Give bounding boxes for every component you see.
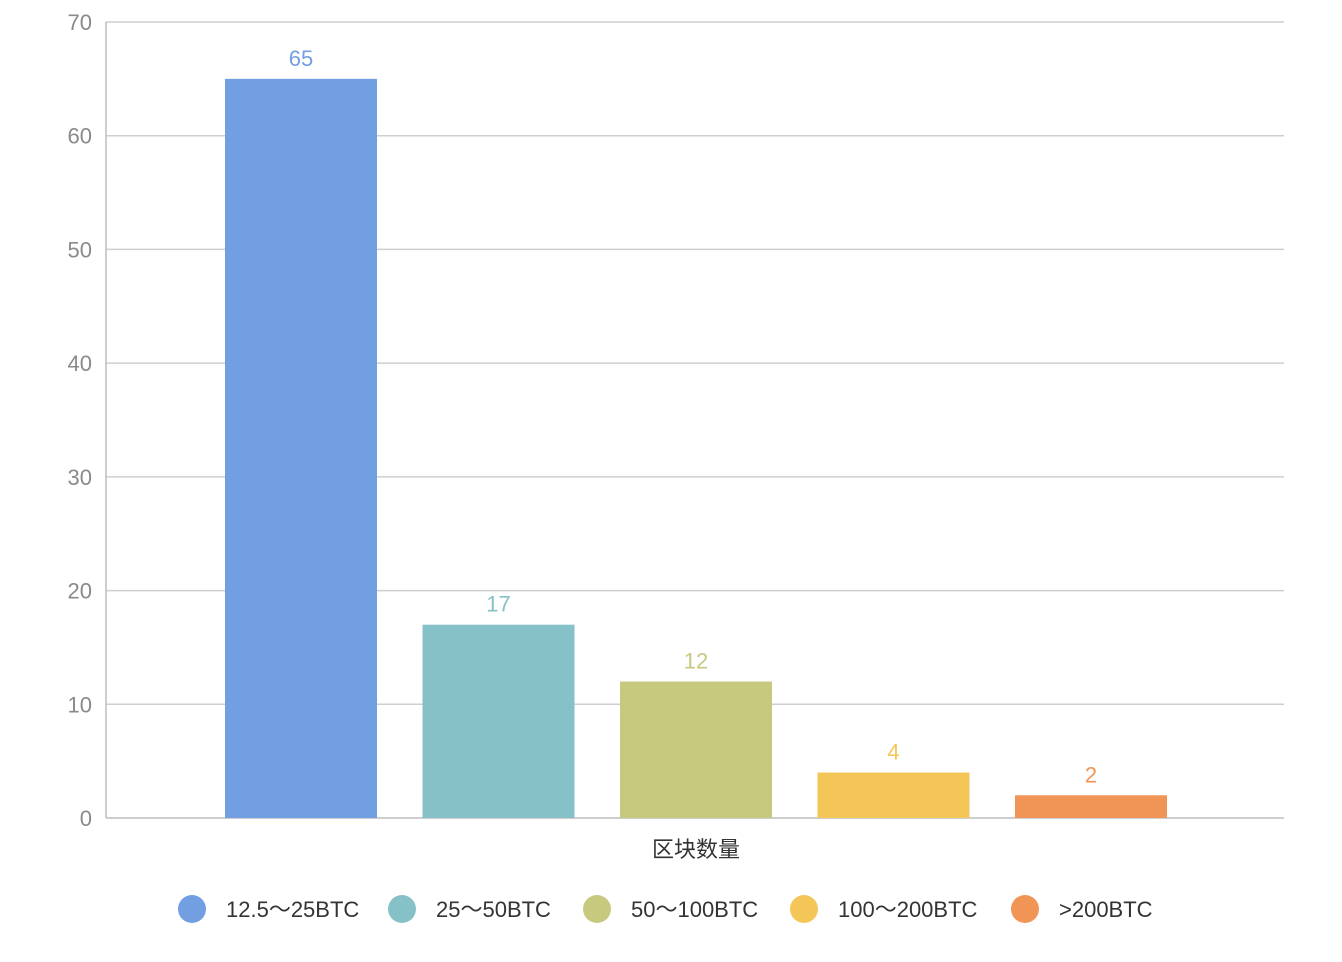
legend-swatch <box>583 895 611 923</box>
legend-swatch <box>790 895 818 923</box>
data-label-series-1: 65 <box>289 46 313 71</box>
bars <box>225 78 1167 819</box>
bar-series-4[interactable] <box>817 772 970 818</box>
y-tick-label: 30 <box>68 465 92 490</box>
y-tick-label: 50 <box>68 237 92 262</box>
y-tick-label: 10 <box>68 692 92 717</box>
data-labels: 65 17 12 4 2 <box>289 46 1097 787</box>
legend-swatch <box>178 895 206 923</box>
legend-item-1[interactable]: 12.5～25BTC <box>178 895 359 923</box>
legend-item-3[interactable]: 50～100BTC <box>583 895 758 923</box>
y-tick-label: 60 <box>68 124 92 149</box>
legend-item-5[interactable]: >200BTC <box>1011 895 1153 923</box>
x-category-label: 区块数量 <box>652 838 740 863</box>
legend-item-2[interactable]: 25～50BTC <box>388 895 551 923</box>
bar-series-1[interactable] <box>225 78 377 819</box>
y-axis-tick-labels: 0 10 20 30 40 50 60 70 <box>68 10 92 831</box>
legend-label: 50～100BTC <box>631 897 758 922</box>
y-tick-label: 20 <box>68 579 92 604</box>
y-tick-label: 70 <box>68 10 92 35</box>
legend-label: 12.5～25BTC <box>226 897 359 922</box>
legend-item-4[interactable]: 100～200BTC <box>790 895 978 923</box>
data-label-series-5: 2 <box>1085 762 1097 787</box>
bar-series-3[interactable] <box>620 681 772 818</box>
data-label-series-3: 12 <box>684 649 708 674</box>
bar-series-2[interactable] <box>422 624 575 818</box>
legend-swatch <box>1011 895 1039 923</box>
bar-series-5[interactable] <box>1015 795 1167 818</box>
data-label-series-2: 17 <box>486 592 510 617</box>
legend-label: >200BTC <box>1059 897 1153 922</box>
legend-label: 25～50BTC <box>436 897 551 922</box>
y-tick-label: 40 <box>68 351 92 376</box>
data-label-series-4: 4 <box>887 740 899 765</box>
legend-label: 100～200BTC <box>838 897 978 922</box>
y-tick-label: 0 <box>80 806 92 831</box>
legend[interactable]: 12.5～25BTC 25～50BTC 50～100BTC 100～200BTC >20… <box>178 895 1153 923</box>
legend-swatch <box>388 895 416 923</box>
